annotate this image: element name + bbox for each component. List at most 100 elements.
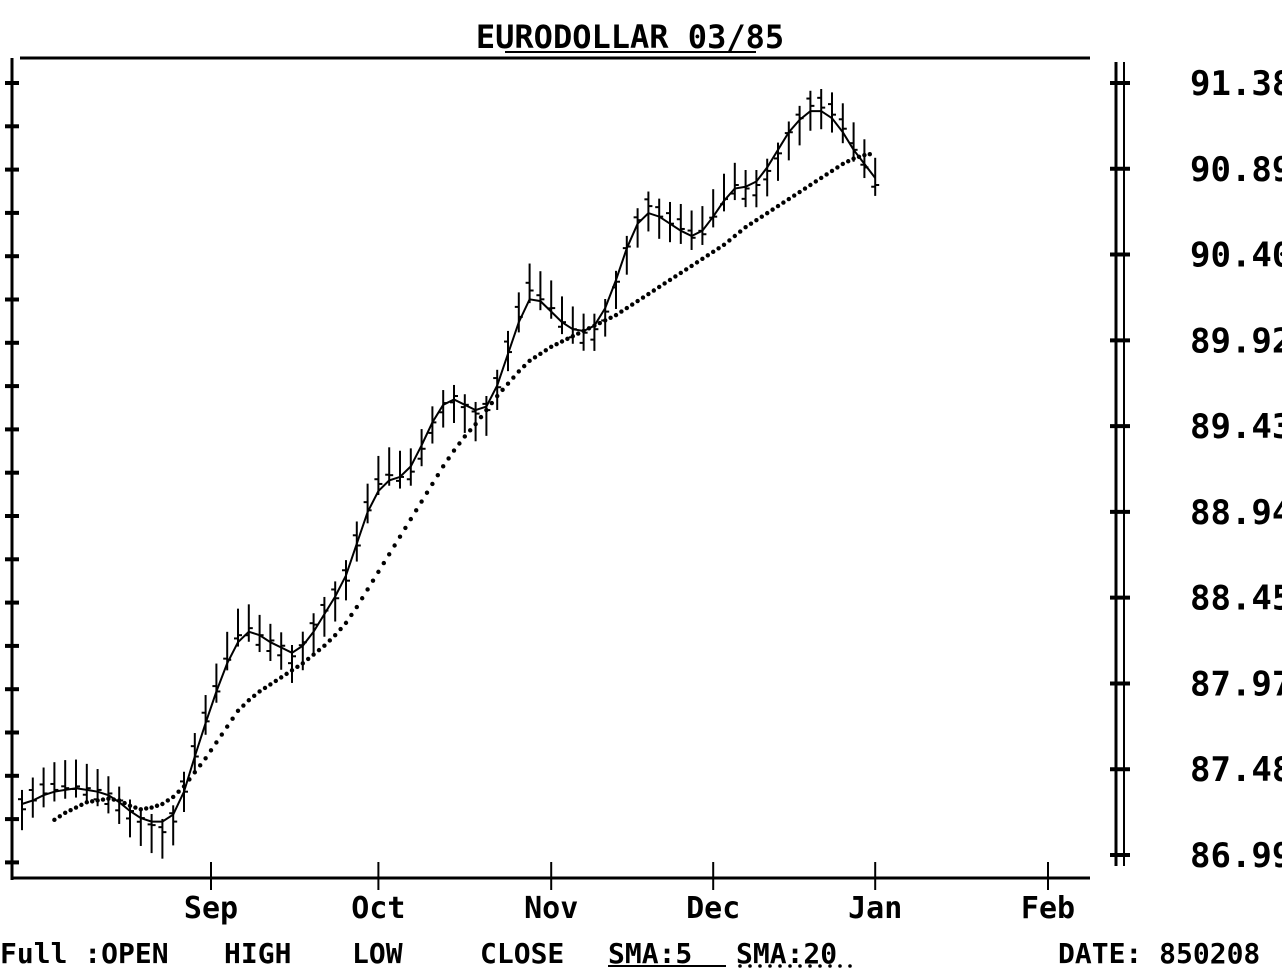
sma20-dot bbox=[165, 798, 170, 803]
sma20-dot bbox=[765, 210, 770, 216]
sma20-dot bbox=[381, 560, 386, 566]
footer-close: CLOSE bbox=[480, 937, 564, 970]
sma20-dot bbox=[489, 400, 494, 406]
sma20-legend-dot bbox=[798, 964, 802, 968]
sma20-dot bbox=[516, 369, 521, 374]
sma20-dot bbox=[549, 344, 554, 349]
sma20-dot bbox=[586, 326, 592, 331]
sma20-dot bbox=[370, 578, 376, 583]
footer-date: DATE: 850208 bbox=[1058, 937, 1260, 970]
footer-mode: Full :OPEN bbox=[0, 937, 169, 970]
sma20-dot bbox=[613, 312, 619, 318]
sma20-legend-dot bbox=[758, 964, 762, 968]
y-tick-label: 89.43 bbox=[1190, 407, 1282, 447]
sma20-legend-dot bbox=[828, 964, 832, 968]
sma20-dot bbox=[732, 233, 737, 239]
sma20-dot bbox=[52, 817, 57, 823]
sma20-dot bbox=[316, 647, 322, 653]
sma20-dot bbox=[694, 260, 700, 265]
sma20-dot bbox=[603, 318, 608, 323]
sma20-dot bbox=[403, 525, 408, 531]
sma20-dot bbox=[797, 189, 802, 195]
sma20-dot bbox=[662, 281, 667, 286]
sma20-dot bbox=[246, 698, 251, 703]
sma20-dot bbox=[392, 543, 397, 548]
sma20-dot bbox=[387, 552, 392, 557]
sma20-dot bbox=[100, 797, 106, 802]
sma20-dot bbox=[608, 315, 613, 320]
sma20-dot bbox=[230, 716, 235, 721]
sma20-dot bbox=[457, 441, 462, 446]
sma20-legend-dot bbox=[768, 964, 772, 968]
sma20-dot bbox=[478, 414, 484, 420]
sma20-dot bbox=[225, 724, 230, 729]
sma20-legend-dot bbox=[788, 964, 792, 968]
sma20-dot bbox=[511, 375, 516, 380]
footer-high: HIGH bbox=[224, 937, 291, 970]
sma20-dot bbox=[721, 242, 727, 247]
sma20-dot bbox=[538, 351, 543, 357]
sma20-dot bbox=[122, 800, 127, 806]
sma20-dot bbox=[208, 748, 214, 753]
y-tick-labels: 91.38 90.89 90.40 89.92 89.43 88.94 88.45 87.97… bbox=[1190, 64, 1282, 876]
sma20-dot bbox=[300, 661, 305, 666]
sma20-dot bbox=[543, 348, 548, 353]
y-tick-label: 90.89 bbox=[1190, 150, 1282, 190]
sma20-dot bbox=[106, 796, 111, 801]
sma20-dot bbox=[867, 152, 872, 157]
sma20-dot bbox=[235, 708, 241, 713]
sma20-dot bbox=[376, 569, 381, 575]
sma20-dot bbox=[68, 807, 73, 813]
sma20-dot bbox=[133, 805, 138, 810]
sma20-dot bbox=[462, 434, 467, 439]
y-tick-label: 86.99 bbox=[1190, 836, 1282, 876]
sma20-dot bbox=[775, 203, 781, 209]
sma20-dot bbox=[738, 229, 743, 234]
sma20-dot bbox=[181, 784, 187, 789]
footer-low: LOW bbox=[352, 937, 403, 970]
sma20-dot bbox=[441, 464, 446, 469]
month-label: Sep bbox=[184, 891, 238, 926]
sma20-dot bbox=[176, 789, 181, 794]
sma20-dot bbox=[667, 277, 673, 283]
right-axis-ticks bbox=[1110, 81, 1130, 857]
y-tick-label: 88.45 bbox=[1190, 579, 1282, 619]
sma20-dot bbox=[219, 732, 224, 737]
sma20-dot bbox=[808, 182, 813, 188]
month-marks: Sep Oct Nov Dec Jan Feb bbox=[184, 862, 1075, 926]
sma20-dot bbox=[160, 801, 165, 807]
sma20-dot bbox=[127, 803, 133, 808]
sma20-dot bbox=[657, 284, 662, 290]
sma20-dot bbox=[203, 756, 208, 761]
sma20-dot bbox=[90, 799, 95, 804]
sma20-dot bbox=[338, 626, 343, 632]
sma20-dot bbox=[214, 740, 219, 745]
sma20-dot bbox=[576, 331, 581, 336]
sma20-dot bbox=[198, 763, 203, 768]
sma20-dot bbox=[397, 534, 403, 539]
sma20-dot bbox=[532, 355, 538, 360]
sma5-line bbox=[21, 110, 876, 823]
sma20-legend-dot bbox=[838, 964, 842, 968]
sma20-dot bbox=[414, 508, 419, 513]
sma20-dot bbox=[257, 689, 262, 694]
sma20-dot bbox=[619, 309, 624, 314]
sma20-dot bbox=[495, 393, 500, 399]
sma20-dot bbox=[322, 643, 327, 648]
sma20-dot bbox=[592, 323, 597, 328]
sma20-dot bbox=[73, 805, 79, 810]
sma20-dot bbox=[138, 807, 143, 812]
sma20-dot bbox=[327, 638, 332, 643]
sma20-dot bbox=[570, 334, 575, 339]
sma20-dots bbox=[52, 152, 872, 823]
sma20-dot bbox=[289, 668, 295, 673]
sma20-dot bbox=[252, 693, 257, 699]
sma20-dot bbox=[813, 179, 818, 184]
y-tick-label: 91.38 bbox=[1190, 64, 1282, 104]
sma20-dot bbox=[829, 168, 835, 174]
sma20-dot bbox=[840, 161, 845, 167]
sma20-dot bbox=[802, 186, 808, 191]
sma20-dot bbox=[824, 172, 829, 177]
sma20-dot bbox=[846, 159, 851, 164]
